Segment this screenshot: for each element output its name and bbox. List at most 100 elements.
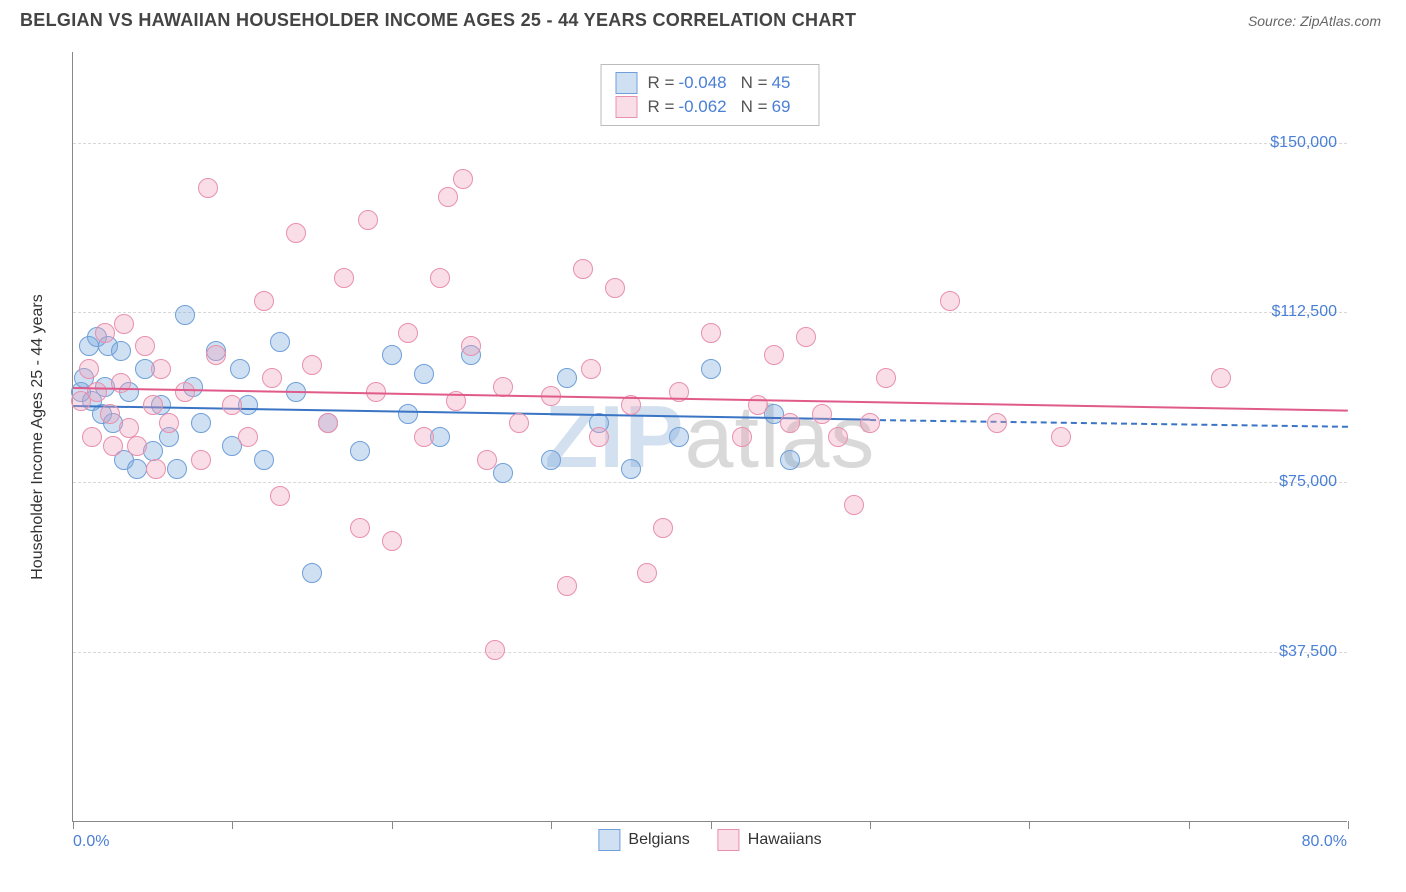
legend-series: Belgians Hawaiians: [598, 829, 821, 851]
data-point: [151, 359, 171, 379]
gridline: [73, 482, 1347, 483]
legend-stats-row-0: R =-0.048N =45: [616, 71, 805, 95]
x-tick: [1029, 821, 1030, 829]
data-point: [780, 450, 800, 470]
data-point: [143, 395, 163, 415]
data-point: [175, 382, 195, 402]
data-point: [796, 327, 816, 347]
x-axis-min-label: 0.0%: [73, 833, 109, 851]
data-point: [557, 576, 577, 596]
legend-bottom-swatch-0: [598, 829, 620, 851]
data-point: [358, 210, 378, 230]
data-point: [270, 332, 290, 352]
data-point: [764, 345, 784, 365]
data-point: [270, 486, 290, 506]
data-point: [987, 413, 1007, 433]
data-point: [541, 450, 561, 470]
watermark-part1: ZIP: [545, 387, 685, 486]
data-point: [581, 359, 601, 379]
legend-swatch-1: [616, 96, 638, 118]
chart-title: BELGIAN VS HAWAIIAN HOUSEHOLDER INCOME A…: [20, 10, 856, 31]
data-point: [732, 427, 752, 447]
data-point: [79, 359, 99, 379]
data-point: [653, 518, 673, 538]
legend-r-1: R =-0.062N =69: [648, 97, 805, 117]
data-point: [191, 413, 211, 433]
legend-label-0: Belgians: [628, 831, 689, 849]
data-point: [175, 305, 195, 325]
gridline: [73, 143, 1347, 144]
data-point: [111, 341, 131, 361]
data-point: [302, 563, 322, 583]
chart-container: Householder Income Ages 25 - 44 years ZI…: [50, 42, 1385, 832]
data-point: [100, 404, 120, 424]
trend-line: [870, 419, 1348, 428]
data-point: [461, 336, 481, 356]
x-tick: [551, 821, 552, 829]
data-point: [828, 427, 848, 447]
plot-area: ZIPatlas R =-0.048N =45 R =-0.062N =69 0…: [72, 52, 1347, 822]
x-tick: [73, 821, 74, 829]
data-point: [198, 178, 218, 198]
data-point: [1211, 368, 1231, 388]
data-point: [398, 323, 418, 343]
data-point: [453, 169, 473, 189]
legend-stats-row-1: R =-0.062N =69: [616, 95, 805, 119]
data-point: [191, 450, 211, 470]
gridline: [73, 312, 1347, 313]
data-point: [485, 640, 505, 660]
data-point: [167, 459, 187, 479]
data-point: [844, 495, 864, 515]
x-tick: [232, 821, 233, 829]
data-point: [238, 427, 258, 447]
y-tick-label: $112,500: [1271, 303, 1337, 321]
legend-swatch-0: [616, 72, 638, 94]
data-point: [95, 323, 115, 343]
x-tick: [1189, 821, 1190, 829]
data-point: [159, 413, 179, 433]
data-point: [477, 450, 497, 470]
data-point: [87, 382, 107, 402]
data-point: [302, 355, 322, 375]
y-tick-label: $37,500: [1279, 643, 1337, 661]
data-point: [254, 450, 274, 470]
data-point: [780, 413, 800, 433]
legend-r-0: R =-0.048N =45: [648, 73, 805, 93]
data-point: [812, 404, 832, 424]
data-point: [669, 427, 689, 447]
data-point: [430, 268, 450, 288]
data-point: [127, 436, 147, 456]
data-point: [557, 368, 577, 388]
data-point: [493, 463, 513, 483]
legend-stats: R =-0.048N =45 R =-0.062N =69: [601, 64, 820, 126]
data-point: [230, 359, 250, 379]
data-point: [135, 336, 155, 356]
x-tick: [1348, 821, 1349, 829]
legend-item-0: Belgians: [598, 829, 689, 851]
data-point: [254, 291, 274, 311]
chart-header: BELGIAN VS HAWAIIAN HOUSEHOLDER INCOME A…: [0, 0, 1406, 39]
gridline: [73, 652, 1347, 653]
legend-bottom-swatch-1: [718, 829, 740, 851]
data-point: [119, 418, 139, 438]
data-point: [398, 404, 418, 424]
data-point: [350, 518, 370, 538]
data-point: [382, 345, 402, 365]
data-point: [382, 531, 402, 551]
data-point: [414, 427, 434, 447]
data-point: [206, 345, 226, 365]
x-axis-max-label: 80.0%: [1302, 833, 1347, 851]
x-tick: [711, 821, 712, 829]
data-point: [103, 436, 123, 456]
data-point: [262, 368, 282, 388]
legend-item-1: Hawaiians: [718, 829, 822, 851]
chart-source: Source: ZipAtlas.com: [1248, 13, 1381, 29]
data-point: [701, 323, 721, 343]
x-tick: [392, 821, 393, 829]
data-point: [114, 314, 134, 334]
x-tick: [870, 821, 871, 829]
data-point: [438, 187, 458, 207]
data-point: [605, 278, 625, 298]
y-tick-label: $150,000: [1270, 134, 1337, 152]
data-point: [286, 223, 306, 243]
